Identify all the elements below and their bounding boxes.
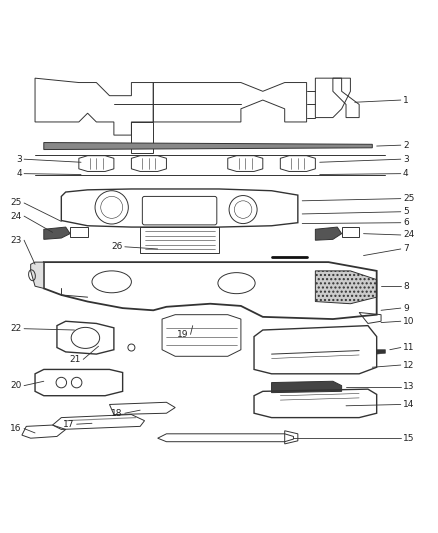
Text: 19: 19	[177, 330, 188, 339]
Text: 3: 3	[403, 155, 409, 164]
Text: 15: 15	[403, 434, 414, 443]
Text: 10: 10	[403, 317, 414, 326]
Text: 26: 26	[111, 243, 123, 251]
Text: 13: 13	[403, 383, 414, 391]
Text: 3: 3	[16, 155, 22, 164]
Text: 16: 16	[11, 424, 22, 433]
Polygon shape	[272, 381, 342, 393]
Polygon shape	[377, 350, 385, 354]
Text: 5: 5	[403, 207, 409, 216]
Text: 4: 4	[16, 169, 22, 178]
Text: 25: 25	[403, 194, 414, 203]
Text: 23: 23	[11, 236, 22, 245]
Text: 18: 18	[111, 409, 123, 418]
Text: 12: 12	[403, 360, 414, 369]
Text: 8: 8	[403, 282, 409, 290]
Text: 21: 21	[70, 355, 81, 364]
Polygon shape	[44, 227, 70, 239]
Text: 6: 6	[403, 218, 409, 227]
Text: 20: 20	[11, 381, 22, 390]
Text: 14: 14	[403, 400, 414, 409]
Text: 11: 11	[403, 343, 414, 352]
Text: 17: 17	[63, 419, 74, 429]
Text: 2: 2	[403, 141, 409, 150]
Polygon shape	[315, 271, 377, 304]
Text: 24: 24	[403, 230, 414, 239]
Text: 22: 22	[11, 324, 22, 333]
Polygon shape	[31, 262, 44, 288]
Text: 1: 1	[403, 95, 409, 104]
Text: 7: 7	[403, 245, 409, 254]
Text: 9: 9	[403, 304, 409, 313]
Text: 24: 24	[11, 212, 22, 221]
Polygon shape	[315, 227, 342, 240]
Text: 25: 25	[11, 198, 22, 207]
Polygon shape	[44, 142, 372, 150]
Text: 4: 4	[403, 169, 409, 178]
